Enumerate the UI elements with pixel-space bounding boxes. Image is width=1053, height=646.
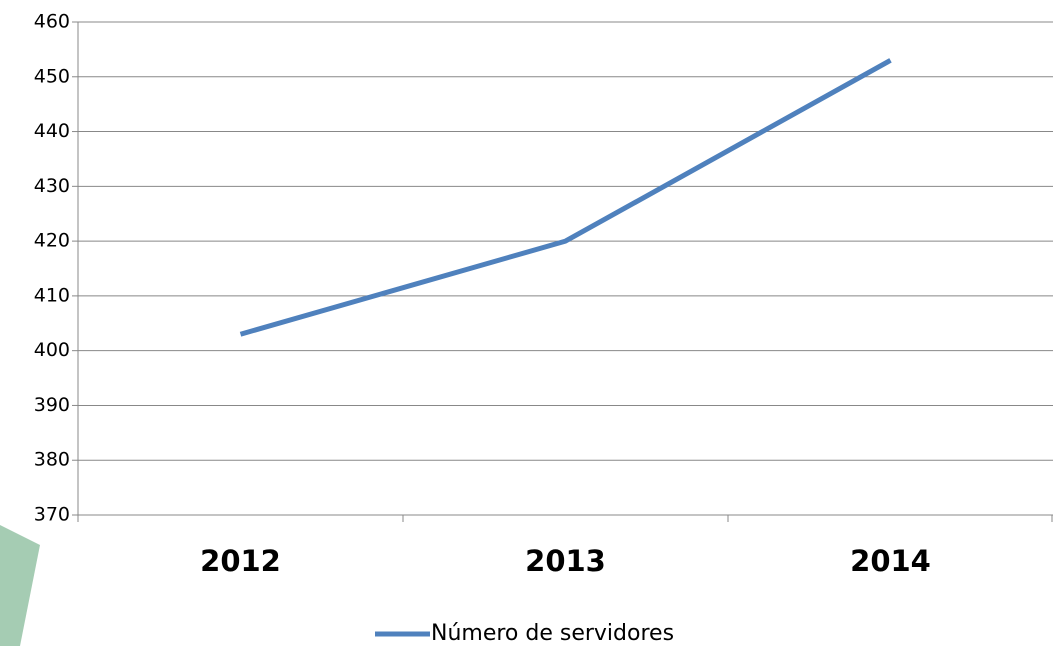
series-line (239, 58, 892, 337)
y-tick-label: 400 (34, 339, 70, 361)
x-tick-label: 2012 (200, 544, 281, 578)
y-tick-label: 440 (34, 120, 70, 142)
y-tick-label: 390 (34, 394, 70, 416)
y-tick-label: 410 (34, 284, 70, 306)
y-tick-label: 460 (34, 11, 70, 33)
y-tick-label: 370 (34, 504, 70, 526)
y-tick-label: 380 (34, 449, 70, 471)
y-tick-label: 420 (34, 230, 70, 252)
x-tick-label: 2014 (850, 544, 931, 578)
y-tick-label: 430 (34, 175, 70, 197)
decoration (0, 525, 40, 646)
legend-label: Número de servidores (431, 621, 674, 646)
x-tick-label: 2013 (525, 544, 606, 578)
y-tick-label: 450 (34, 65, 70, 87)
